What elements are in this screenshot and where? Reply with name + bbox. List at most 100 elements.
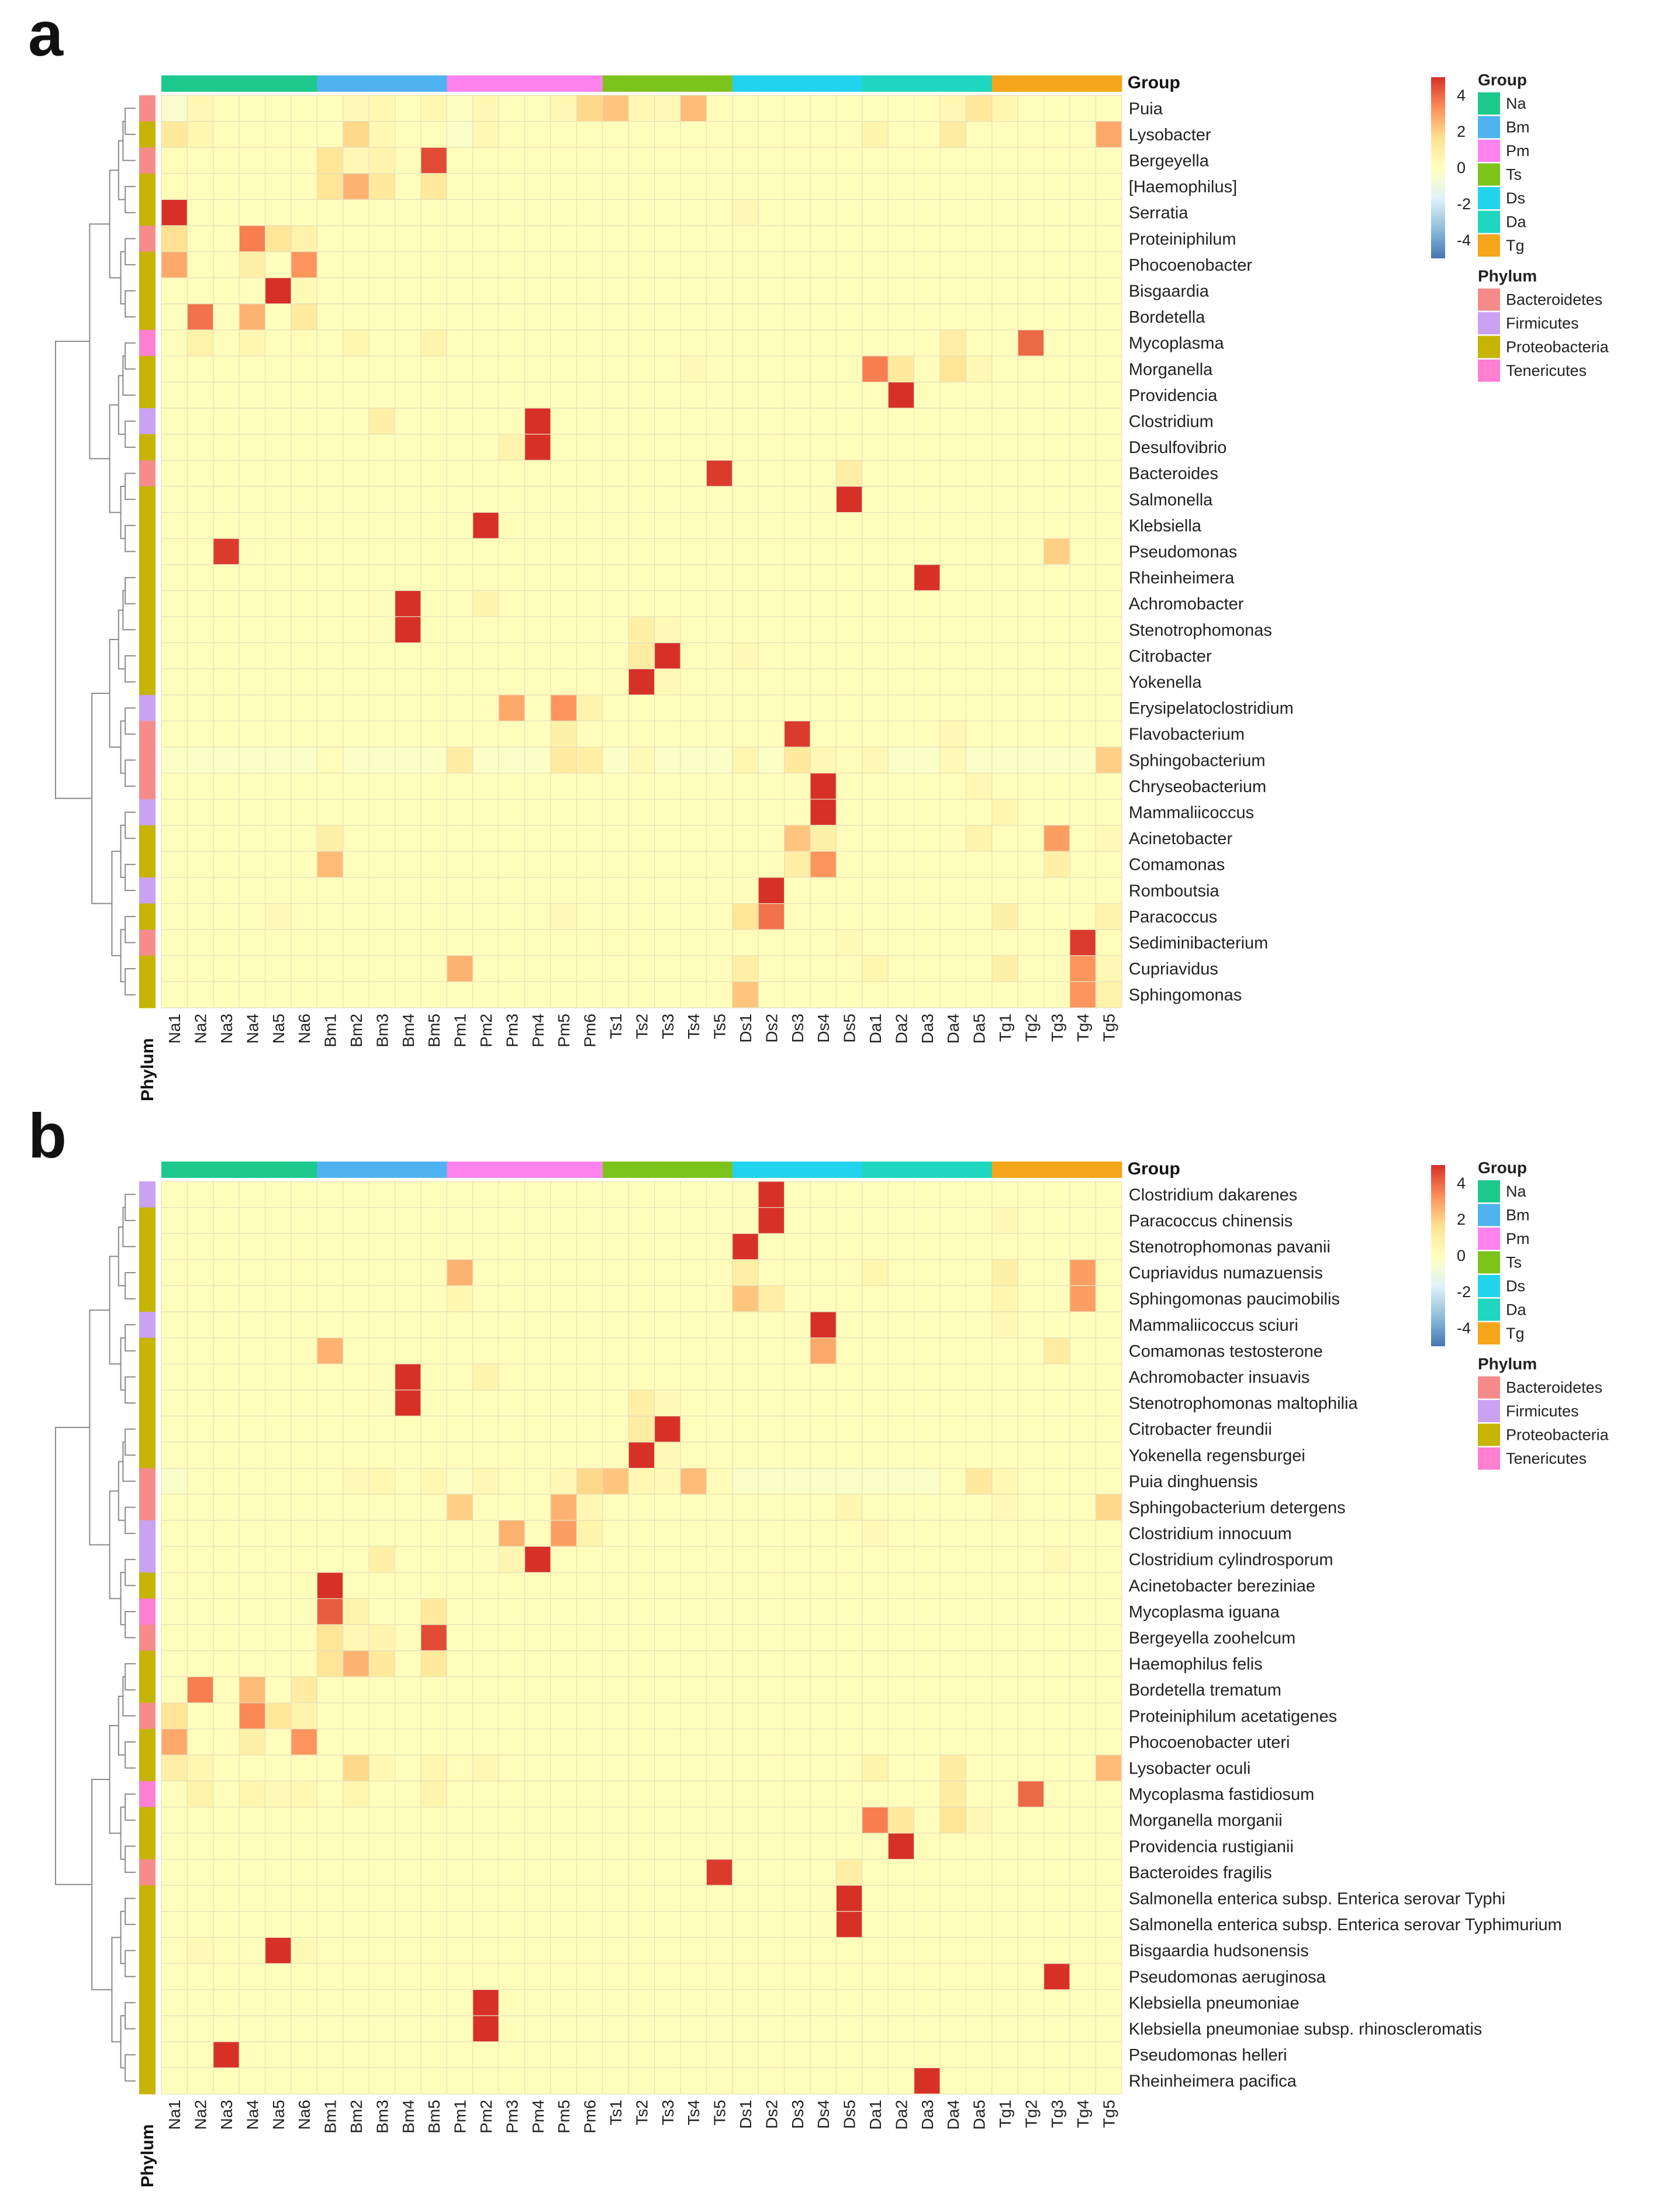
heatmap-cell [446, 825, 474, 852]
heatmap-cell [394, 1833, 421, 1860]
heatmap-cell [758, 1781, 785, 1808]
heatmap-cell [965, 955, 993, 983]
heatmap-cell [887, 877, 915, 904]
heatmap-cell [1043, 694, 1070, 722]
heatmap-cell [1017, 434, 1045, 461]
heatmap-cell [161, 277, 188, 305]
heatmap-cell [576, 486, 603, 513]
heatmap-cell [239, 851, 266, 878]
heatmap-cell [472, 1285, 499, 1312]
heatmap-cell [265, 1729, 292, 1755]
heatmap-cell [316, 877, 344, 904]
heatmap-cell [602, 1598, 629, 1625]
heatmap-cell [732, 981, 759, 1008]
heatmap-cell [939, 1989, 967, 2016]
heatmap-cell [913, 381, 941, 409]
heatmap-cell [887, 329, 915, 357]
heatmap-cell [368, 1885, 396, 1912]
heatmap-cell [368, 2067, 396, 2095]
heatmap-cell [316, 981, 344, 1008]
heatmap-cell [706, 590, 733, 617]
heatmap-cell [291, 1363, 318, 1391]
heatmap-cell [550, 1806, 578, 1834]
heatmap-cell [368, 486, 396, 513]
heatmap-cell [783, 1363, 811, 1391]
heatmap-cell [887, 486, 915, 513]
heatmap-cell [602, 1468, 629, 1495]
heatmap-cell [576, 1702, 603, 1730]
heatmap-cell [550, 694, 578, 722]
heatmap-cell [1043, 668, 1070, 696]
heatmap-cell [783, 407, 811, 435]
phylum-annotation-cell [139, 1911, 156, 1938]
heatmap-cell [291, 1285, 318, 1312]
heatmap-cell [913, 434, 941, 461]
heatmap-cell [368, 147, 396, 174]
heatmap-cell [524, 1181, 551, 1208]
heatmap-cell [498, 694, 526, 722]
heatmap-cell [706, 1233, 733, 1260]
heatmap-cell [498, 1859, 526, 1886]
heatmap-cell [1017, 1520, 1045, 1547]
heatmap-cell [524, 1363, 551, 1391]
heatmap-cell [835, 225, 863, 253]
heatmap-cell [887, 668, 915, 696]
heatmap-cell [550, 1415, 578, 1443]
heatmap-cell [783, 1911, 811, 1938]
heatmap-cell [550, 981, 578, 1008]
heatmap-cell [913, 1781, 941, 1808]
heatmap-cell [810, 1572, 837, 1599]
heatmap-cell [316, 642, 344, 669]
heatmap-cell [628, 1546, 655, 1573]
heatmap-cell [343, 616, 369, 644]
heatmap-cell [420, 772, 448, 800]
heatmap-cell [680, 1468, 707, 1495]
heatmap-cell [654, 1181, 681, 1208]
heatmap-cell [783, 746, 811, 774]
heatmap-cell [939, 1598, 967, 1625]
heatmap-cell [939, 1963, 967, 1990]
column-label: Ds1 [737, 2100, 755, 2129]
heatmap-cell [394, 1806, 421, 1834]
heatmap-cell [991, 1207, 1018, 1234]
panel-label-b: b [28, 1100, 67, 1171]
heatmap-cell [1043, 434, 1070, 461]
heatmap-cell [472, 772, 499, 800]
heatmap-cell [446, 1729, 474, 1755]
heatmap-cell [758, 355, 785, 383]
heatmap-cell [965, 564, 993, 591]
heatmap-cell [835, 1233, 863, 1260]
heatmap-cell [913, 486, 941, 513]
heatmap-cell [368, 225, 396, 253]
heatmap-cell [394, 407, 421, 435]
heatmap-cell [965, 1833, 993, 1860]
heatmap-cell [810, 2067, 837, 2095]
heatmap-cell [576, 147, 603, 174]
heatmap-cell [758, 225, 785, 253]
heatmap-cell [291, 1520, 318, 1547]
heatmap-cell [550, 746, 578, 774]
heatmap-cell [810, 355, 837, 383]
heatmap-cell [161, 1311, 188, 1339]
heatmap-cell [186, 1233, 214, 1260]
heatmap-cell [732, 355, 759, 383]
heatmap-cell [887, 1546, 915, 1573]
heatmap-cell [498, 1911, 526, 1938]
heatmap-cell [680, 1624, 707, 1651]
heatmap-cell [835, 1754, 863, 1782]
heatmap-cell [316, 694, 344, 722]
heatmap-cell [472, 590, 499, 617]
heatmap-cell [1017, 277, 1045, 305]
heatmap-cell [1069, 1285, 1097, 1312]
heatmap-cell [913, 616, 941, 644]
heatmap-cell [161, 1624, 188, 1651]
heatmap-cell [1017, 95, 1045, 122]
heatmap-cell [810, 1207, 837, 1234]
heatmap-cell [316, 1181, 344, 1208]
heatmap-cell [602, 1337, 629, 1364]
heatmap-cell [939, 1546, 967, 1573]
heatmap-cell [810, 407, 837, 435]
heatmap-cell [394, 616, 421, 644]
heatmap-cell [420, 1833, 448, 1860]
heatmap-cell [446, 1520, 474, 1547]
